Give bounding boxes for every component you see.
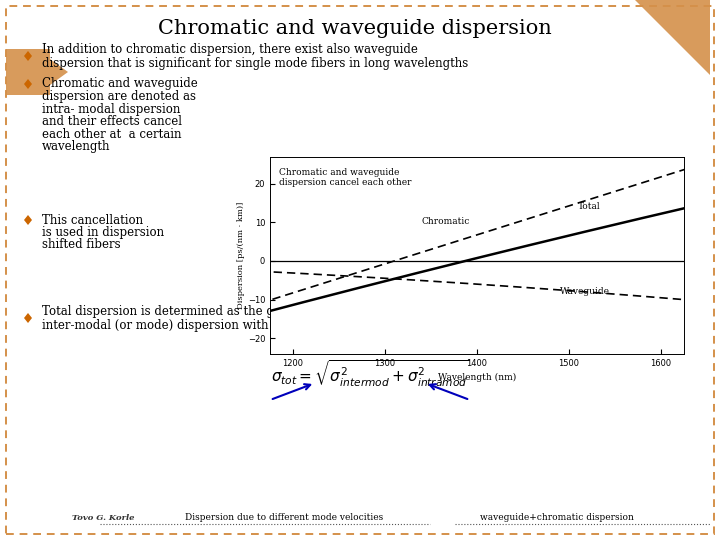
Text: inter-modal (or mode) dispersion with the net pulse spreading:: inter-modal (or mode) dispersion with th… xyxy=(42,319,417,332)
Polygon shape xyxy=(6,49,68,95)
Polygon shape xyxy=(24,313,32,323)
Polygon shape xyxy=(635,0,710,75)
Text: Chromatic and waveguide dispersion: Chromatic and waveguide dispersion xyxy=(158,18,552,37)
Text: This cancellation: This cancellation xyxy=(42,213,143,226)
Text: waveguide+chromatic dispersion: waveguide+chromatic dispersion xyxy=(480,514,634,523)
Polygon shape xyxy=(24,51,32,61)
X-axis label: Wavelength (nm): Wavelength (nm) xyxy=(438,373,516,382)
Text: Total dispersion is determined as the geometric sum of intra-modal and: Total dispersion is determined as the ge… xyxy=(42,306,469,319)
Text: dispersion cancel each other: dispersion cancel each other xyxy=(279,178,412,187)
Text: shifted fibers: shifted fibers xyxy=(42,239,121,252)
Text: is used in dispersion: is used in dispersion xyxy=(42,226,164,239)
Text: intra- modal dispersion: intra- modal dispersion xyxy=(42,103,181,116)
Text: and their effects cancel: and their effects cancel xyxy=(42,115,182,128)
Text: dispersion are denoted as: dispersion are denoted as xyxy=(42,90,196,103)
Text: Chromatic and waveguide: Chromatic and waveguide xyxy=(42,78,198,91)
Text: dispersion that is significant for single mode fibers in long wavelengths: dispersion that is significant for singl… xyxy=(42,57,468,70)
Text: wavelength: wavelength xyxy=(42,140,110,153)
FancyBboxPatch shape xyxy=(6,6,714,534)
Polygon shape xyxy=(24,79,32,89)
Text: Chromatic and waveguide: Chromatic and waveguide xyxy=(279,168,400,177)
Text: $\sigma_{tot} = \sqrt{\sigma^2_{intermod} + \sigma^2_{intramod}}$: $\sigma_{tot} = \sqrt{\sigma^2_{intermod… xyxy=(271,359,469,389)
Text: each other at  a certain: each other at a certain xyxy=(42,127,181,140)
Text: Chromatic: Chromatic xyxy=(422,217,470,226)
Text: Dispersion due to different mode velocities: Dispersion due to different mode velocit… xyxy=(185,514,383,523)
Text: In addition to chromatic dispersion, there exist also waveguide: In addition to chromatic dispersion, the… xyxy=(42,44,418,57)
Text: Waveguide: Waveguide xyxy=(560,287,610,296)
Y-axis label: Dispersion [ps/(nm · km)]: Dispersion [ps/(nm · km)] xyxy=(237,201,245,309)
Text: Total: Total xyxy=(578,202,600,211)
Polygon shape xyxy=(24,215,32,225)
Text: Tovo G. Korle: Tovo G. Korle xyxy=(72,514,135,522)
